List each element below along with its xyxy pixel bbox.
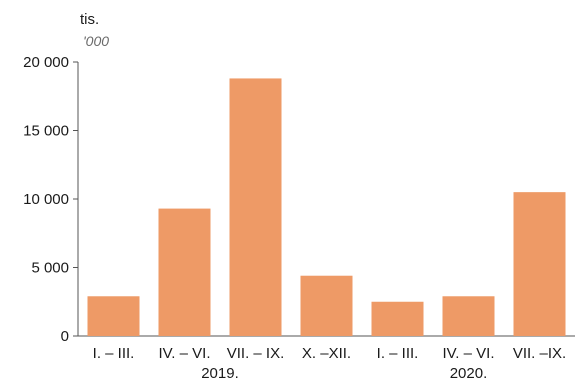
bar (300, 275, 353, 336)
x-axis-groups: 2019. 2020. (201, 365, 487, 381)
y-tick-label: 0 (61, 328, 69, 345)
bar (371, 301, 424, 336)
x-tick-label: VII. –IX. (513, 345, 566, 362)
x-axis-ticks: I. – III. IV. – VI. VII. – IX. X. –XII. I. –… (93, 345, 567, 362)
x-group-label: 2020. (450, 365, 488, 381)
y-tick-label: 10 000 (23, 191, 69, 208)
y-tick-label: 5 000 (31, 260, 69, 277)
x-tick-label: X. –XII. (302, 345, 351, 362)
bar (229, 78, 282, 336)
y-axis-ticks: 0 5 000 10 000 15 000 20 000 (23, 54, 78, 345)
x-tick-label: VII. – IX. (227, 345, 285, 362)
bar (87, 296, 140, 336)
bar (513, 192, 566, 336)
y-tick-label: 20 000 (23, 54, 69, 71)
bars (87, 78, 566, 336)
unit-label: tis. (80, 11, 99, 28)
bar (442, 296, 495, 336)
unit-label-alt: '000 (83, 33, 109, 49)
y-tick-label: 15 000 (23, 123, 69, 140)
x-tick-label: I. – III. (93, 345, 135, 362)
x-tick-label: IV. – VI. (159, 345, 211, 362)
bar (158, 208, 211, 336)
x-tick-label: I. – III. (377, 345, 419, 362)
x-group-label: 2019. (201, 365, 239, 381)
x-tick-label: IV. – VI. (443, 345, 495, 362)
